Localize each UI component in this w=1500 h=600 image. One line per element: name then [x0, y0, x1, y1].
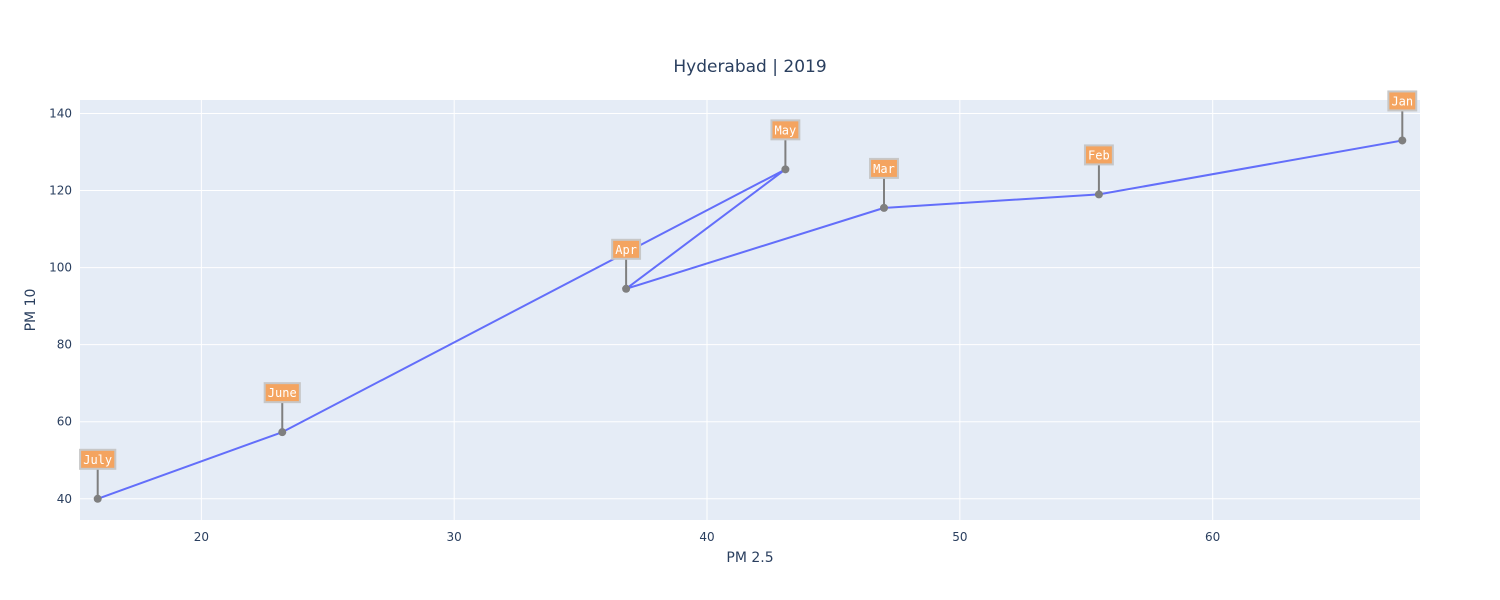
data-label: Apr [615, 243, 637, 257]
y-axis-title: PM 10 [23, 289, 39, 332]
annotation-box [79, 448, 117, 470]
y-tick-label: 40 [57, 492, 72, 506]
x-tick-label: 40 [699, 530, 714, 544]
x-tick-label: 60 [1205, 530, 1220, 544]
y-tick-label: 140 [49, 106, 72, 120]
annotation-box [869, 157, 899, 179]
y-tick-label: 100 [49, 261, 72, 275]
y-tick-label: 80 [57, 338, 72, 352]
annotation-box [611, 238, 642, 260]
annotation-box [770, 119, 801, 141]
data-label: Feb [1088, 148, 1110, 162]
chart-title: Hyderabad | 2019 [673, 57, 826, 77]
annotations: Jan Feb Mar Apr May June July [79, 90, 1418, 499]
data-label: June [268, 386, 297, 400]
x-axis-title: PM 2.5 [726, 550, 773, 566]
y-tick-label: 60 [57, 415, 72, 429]
data-label: Jan [1391, 94, 1413, 108]
x-tick-label: 20 [194, 530, 209, 544]
annotation-box [1083, 144, 1114, 166]
annotation-box [1387, 90, 1418, 112]
data-label: July [83, 453, 112, 467]
y-tick-label: 120 [49, 184, 72, 198]
data-label: Mar [873, 162, 895, 176]
tick-labels: 20 30 40 50 60 40 60 80 100 120 140 [49, 106, 1220, 544]
data-label: May [775, 123, 797, 137]
x-tick-label: 50 [952, 530, 967, 544]
plot-area [80, 100, 1420, 520]
annotation-box [263, 382, 301, 404]
x-tick-label: 30 [447, 530, 462, 544]
